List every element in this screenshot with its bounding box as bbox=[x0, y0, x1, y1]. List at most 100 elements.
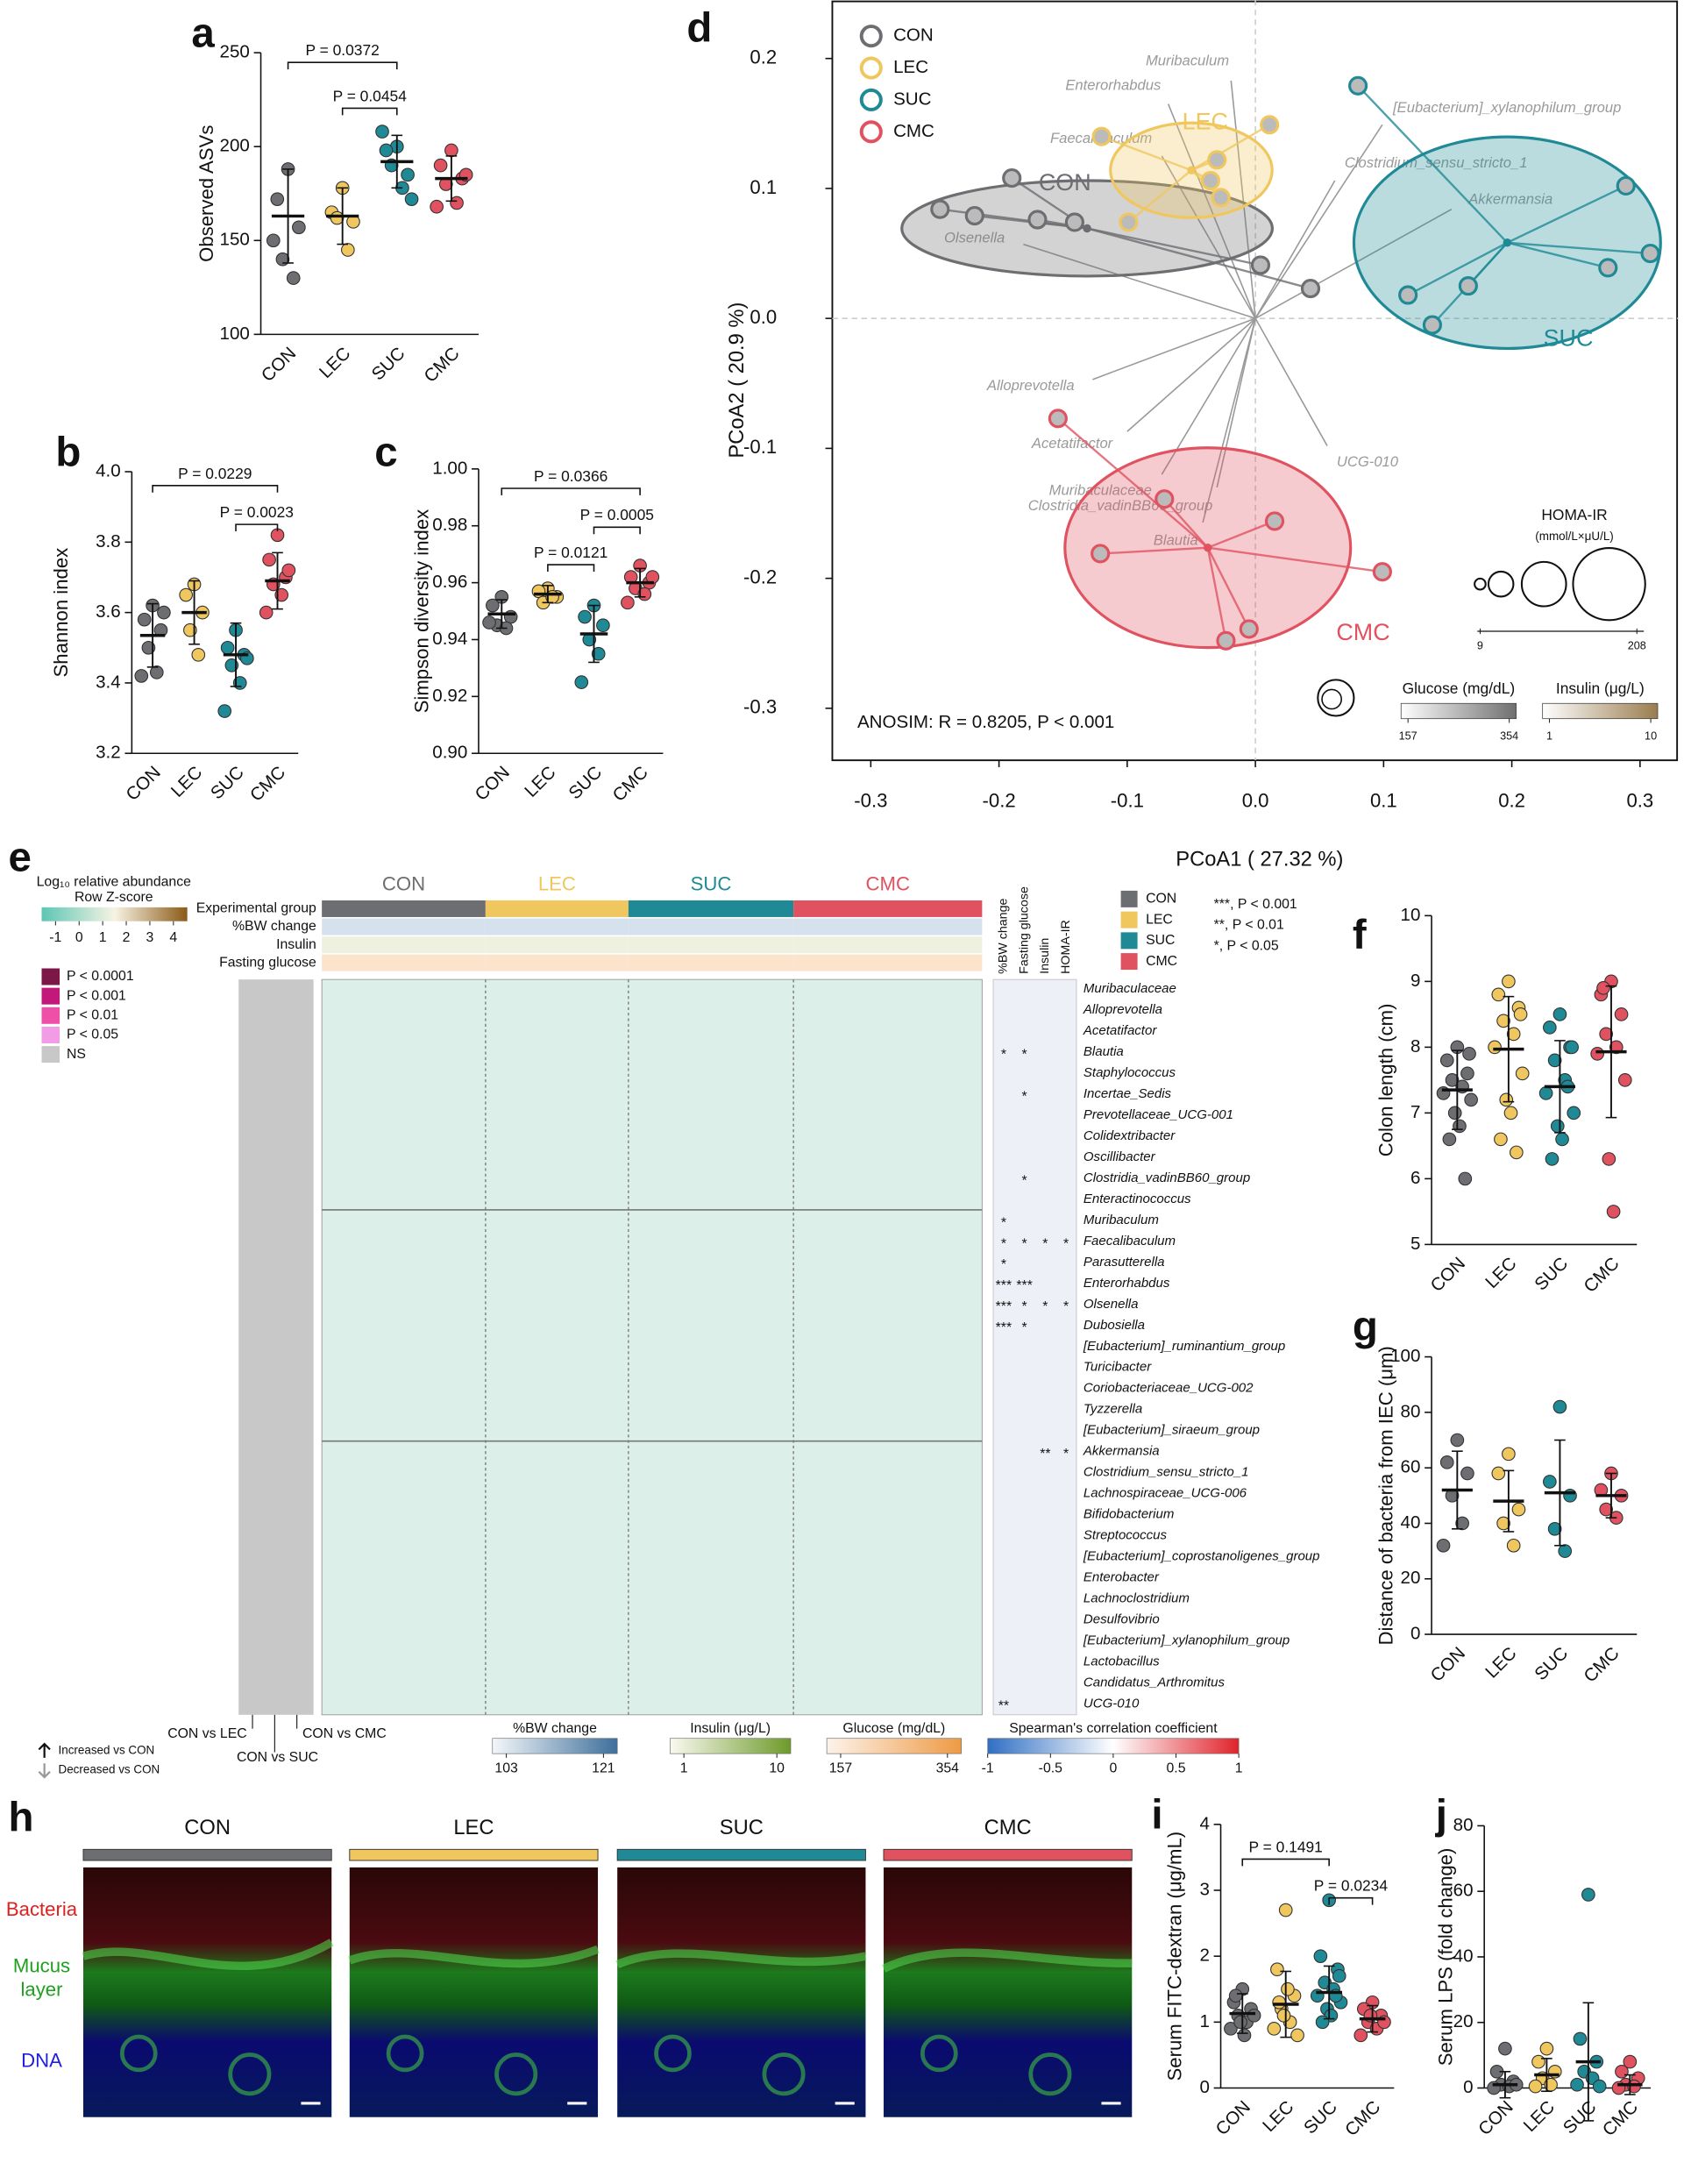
y-tick-label: 4 bbox=[1199, 1813, 1209, 1833]
data-point bbox=[1506, 1027, 1521, 1042]
x-tick-label: -0.3 bbox=[854, 789, 887, 811]
size-legend-title: HOMA-IR bbox=[1541, 506, 1607, 523]
loading-vector bbox=[1254, 124, 1383, 319]
data-point bbox=[1442, 1132, 1457, 1147]
data-point bbox=[1550, 1119, 1565, 1134]
data-point bbox=[1545, 1152, 1560, 1166]
mucus-texture bbox=[82, 1939, 334, 1971]
spoke bbox=[1057, 417, 1209, 549]
y-tick-label: 8 bbox=[1410, 1036, 1420, 1056]
taxon-label: Incertae_Sedis bbox=[1084, 1086, 1172, 1101]
colorbar bbox=[492, 1738, 618, 1754]
y-tick-label: 40 bbox=[1453, 1946, 1474, 1966]
data-point bbox=[1491, 987, 1506, 1002]
y-tick-label: 150 bbox=[220, 230, 250, 250]
annotation-row-label: %BW change bbox=[232, 919, 316, 934]
taxon-label: Olsenella bbox=[1084, 1297, 1139, 1312]
size-legend-circle bbox=[1572, 547, 1646, 622]
spoke bbox=[1407, 241, 1508, 296]
centroid bbox=[1083, 224, 1091, 233]
significance-star: * bbox=[1022, 1048, 1027, 1063]
micrograph bbox=[884, 1867, 1133, 2117]
significance-columns bbox=[238, 979, 314, 1715]
spoke bbox=[1206, 547, 1227, 642]
annotation-cells bbox=[793, 918, 983, 935]
taxon-label: Staphylococcus bbox=[1084, 1065, 1176, 1080]
data-point bbox=[1447, 1106, 1462, 1120]
channel-label: layer bbox=[21, 1979, 63, 2001]
data-point bbox=[1270, 1962, 1284, 1977]
colorbar bbox=[987, 1738, 1240, 1754]
loading-vector bbox=[1254, 208, 1453, 319]
data-point bbox=[1216, 630, 1236, 651]
x-tick-label: LEC bbox=[1481, 1253, 1521, 1292]
vector-label: Blautia bbox=[1154, 532, 1198, 549]
data-point bbox=[1496, 1014, 1510, 1028]
y-tick-label: 10 bbox=[1401, 905, 1421, 925]
y-tick-label: 80 bbox=[1401, 1401, 1421, 1421]
size-legend-circle bbox=[1474, 577, 1487, 591]
x-tick-label: CMC bbox=[1580, 1253, 1623, 1296]
significance-swatch bbox=[41, 1046, 60, 1064]
taxon-label: Tyzzerella bbox=[1084, 1402, 1142, 1417]
panel-letter: j bbox=[1435, 1791, 1447, 1838]
loading-vector bbox=[1161, 317, 1256, 475]
correlation-column-label: Fasting glucose bbox=[1017, 886, 1031, 974]
colorbar-tick-label: 0 bbox=[75, 930, 83, 945]
x-axis-label: PCoA1 ( 27.32 %) bbox=[1176, 848, 1343, 871]
y-axis-label: PCoA2 ( 20.9 %) bbox=[726, 302, 749, 459]
vector-label: Akkermansia bbox=[1467, 190, 1552, 207]
loading-vector bbox=[1023, 243, 1256, 319]
y-axis-label: Simpson diversity index bbox=[411, 509, 433, 714]
data-point bbox=[1543, 1475, 1557, 1489]
y-tick-label: 100 bbox=[1390, 1346, 1420, 1366]
significance-bracket bbox=[547, 564, 595, 572]
y-tick-label: 0.94 bbox=[432, 629, 467, 649]
data-point bbox=[1155, 489, 1175, 509]
vector-label: Clostridium_sensu_stricto_1 bbox=[1345, 154, 1528, 171]
colorbar-label: Insulin (μg/L) bbox=[690, 1721, 771, 1736]
legend-label: SUC bbox=[893, 89, 932, 109]
data-point bbox=[433, 158, 448, 173]
annotation-cells bbox=[485, 918, 629, 935]
significance-label: P < 0.05 bbox=[67, 1028, 118, 1042]
y-tick-label: 60 bbox=[1453, 1881, 1474, 1901]
y-tick-label: 0.92 bbox=[432, 686, 467, 706]
channel-label: Mucus bbox=[13, 1955, 70, 1977]
y-tick-label: 20 bbox=[1401, 1568, 1421, 1588]
colorbar-label: %BW change bbox=[513, 1721, 597, 1736]
taxon-label: Lachnoclostridium bbox=[1084, 1590, 1190, 1605]
data-point bbox=[1515, 1066, 1530, 1081]
significance-star: * bbox=[1063, 1299, 1069, 1314]
y-tick-label: 2 bbox=[1199, 1946, 1209, 1966]
colorbar-tick-label: 157 bbox=[1399, 730, 1417, 743]
micrograph bbox=[349, 1867, 599, 2117]
group-bar bbox=[485, 900, 629, 917]
colorbar bbox=[1400, 702, 1517, 720]
x-tick-label: LEC bbox=[167, 762, 207, 801]
x-tick-label: LEC bbox=[316, 343, 355, 382]
legend-icon bbox=[1321, 688, 1342, 710]
cell-texture bbox=[386, 2034, 424, 2073]
data-point bbox=[1091, 544, 1111, 564]
cell-texture bbox=[654, 2034, 692, 2073]
y-tick-label: 0 bbox=[1199, 2077, 1209, 2097]
data-point bbox=[259, 605, 274, 620]
y-tick-label: 0 bbox=[1463, 2077, 1473, 2097]
colorbar-tick-label: -0.5 bbox=[1039, 1761, 1062, 1776]
x-tick-label: SUC bbox=[368, 343, 409, 384]
panel-letter: d bbox=[686, 4, 712, 51]
colorbar-tick-label: 157 bbox=[829, 1761, 852, 1776]
significance-star: * bbox=[1022, 1236, 1027, 1251]
data-point bbox=[1606, 1205, 1621, 1219]
size-legend-tick-label: 208 bbox=[1628, 640, 1646, 652]
y-axis-label: Colon length (cm) bbox=[1375, 1004, 1396, 1157]
vector-label: [Eubacterium]_xylanophilum_group bbox=[1392, 99, 1621, 116]
y-axis-label: Shannon index bbox=[50, 548, 72, 678]
colorbar bbox=[1542, 702, 1659, 720]
cell-texture bbox=[920, 2034, 958, 2073]
x-tick-label: 0.1 bbox=[1370, 789, 1397, 811]
data-point bbox=[1503, 1106, 1518, 1120]
y-tick-label: 1 bbox=[1199, 2011, 1209, 2031]
data-point bbox=[1354, 2028, 1368, 2043]
